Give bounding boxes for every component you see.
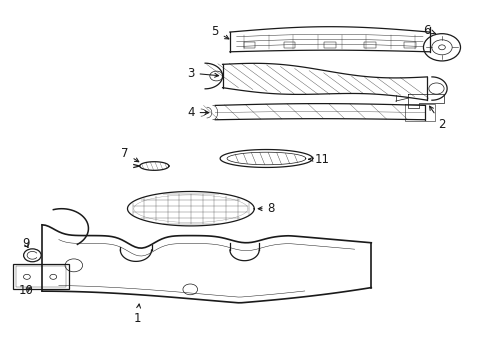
- Bar: [16, 266, 66, 287]
- Text: 8: 8: [258, 202, 274, 215]
- Text: 3: 3: [187, 67, 218, 80]
- Bar: [364, 42, 375, 48]
- Text: 10: 10: [19, 284, 33, 297]
- Bar: [404, 42, 415, 48]
- Bar: [13, 264, 69, 289]
- Bar: [283, 42, 295, 48]
- Bar: [324, 42, 335, 48]
- Text: 7: 7: [121, 147, 139, 162]
- Text: 9: 9: [22, 237, 30, 250]
- Text: 5: 5: [211, 25, 228, 39]
- Bar: [243, 42, 255, 48]
- Text: 4: 4: [187, 106, 208, 119]
- Text: 2: 2: [428, 106, 445, 131]
- Text: 1: 1: [133, 304, 141, 325]
- Text: 11: 11: [308, 153, 329, 166]
- Text: 6: 6: [422, 24, 435, 37]
